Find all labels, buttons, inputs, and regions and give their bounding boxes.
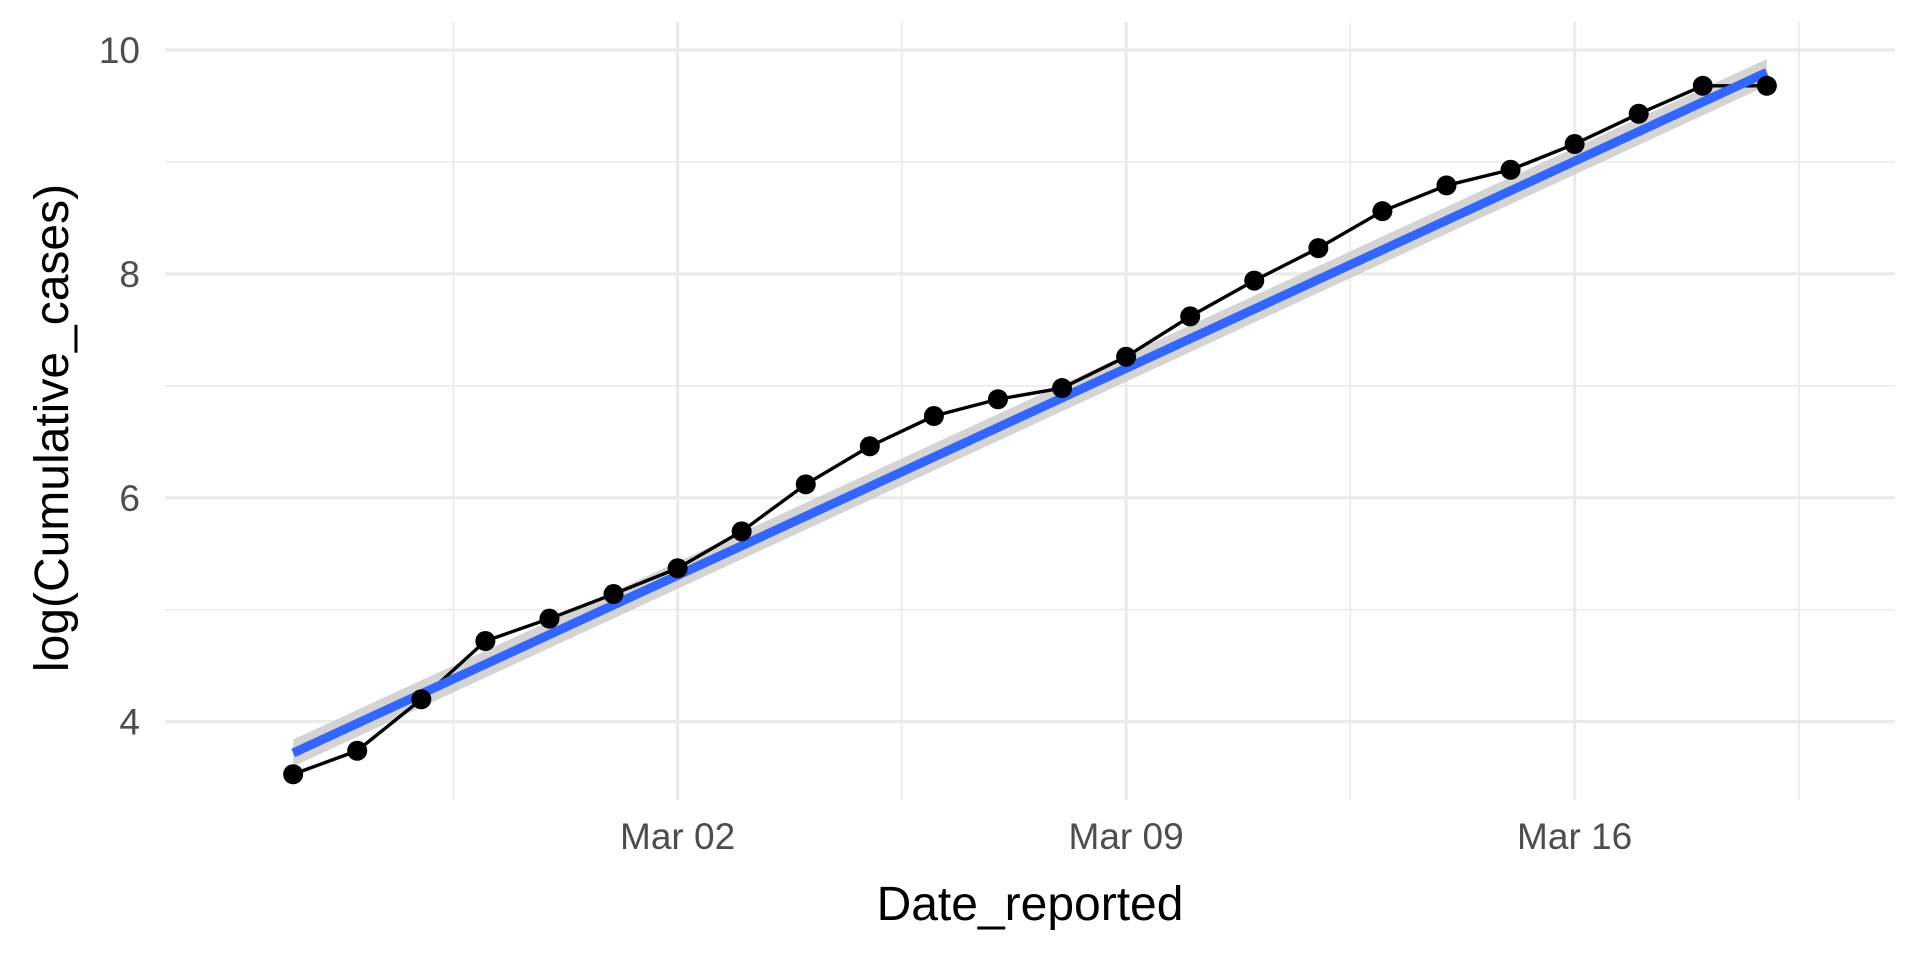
- data-point: [1116, 346, 1137, 367]
- data-point: [1692, 75, 1713, 96]
- x-tick-label: Mar 09: [1069, 816, 1184, 857]
- y-tick-label: 8: [119, 254, 140, 295]
- y-axis-title: log(Cumulative_cases): [26, 184, 79, 672]
- data-point: [603, 584, 624, 605]
- data-point: [411, 689, 432, 710]
- data-points: [283, 75, 1777, 785]
- data-point: [1052, 378, 1073, 399]
- y-tick-label: 10: [99, 30, 140, 71]
- data-point: [1308, 238, 1329, 259]
- grid: [165, 22, 1895, 800]
- y-tick-label: 6: [119, 478, 140, 519]
- tick-labels: 4 6 8 10 Mar 02 Mar 09 Mar 16: [99, 30, 1632, 857]
- x-axis-title: Date_reported: [877, 878, 1184, 931]
- x-tick-label: Mar 16: [1517, 816, 1632, 857]
- regression-line: [291, 68, 1769, 758]
- data-point: [859, 436, 880, 457]
- data-point: [1628, 103, 1649, 124]
- series-line: [292, 84, 1767, 776]
- data-point: [475, 631, 496, 652]
- y-tick-label: 4: [119, 702, 140, 743]
- data-point: [347, 740, 368, 761]
- data-point: [667, 558, 688, 579]
- data-point: [795, 474, 816, 495]
- data-point: [923, 406, 944, 427]
- series-lines: [291, 68, 1769, 776]
- data-point: [1244, 270, 1265, 291]
- x-tick-label: Mar 02: [620, 816, 735, 857]
- data-point: [987, 389, 1008, 410]
- data-point: [1180, 306, 1201, 327]
- data-point: [539, 608, 560, 629]
- data-point: [283, 764, 304, 785]
- data-point: [1564, 134, 1585, 155]
- data-point: [1756, 75, 1777, 96]
- data-point: [731, 521, 752, 542]
- data-point: [1436, 175, 1457, 196]
- data-point: [1372, 201, 1393, 222]
- data-point: [1500, 159, 1521, 180]
